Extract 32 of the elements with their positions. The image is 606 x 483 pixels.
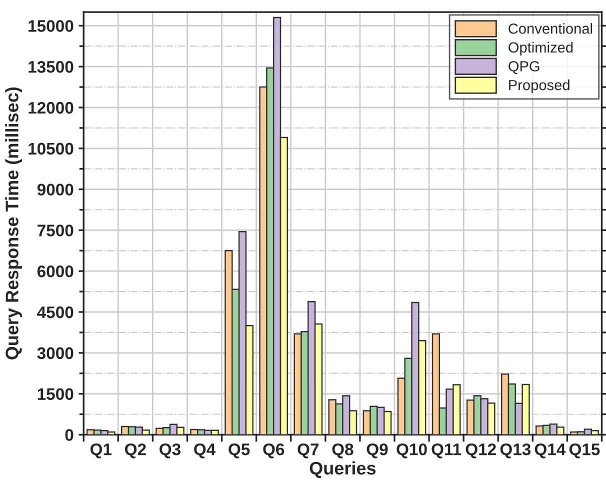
x-tick-label: Q10 [396, 443, 427, 458]
x-tick-label: Q4 [194, 443, 216, 458]
legend-label: QPG [508, 61, 540, 74]
x-tick-label: Q14 [534, 443, 566, 458]
y-tick-label: 9000 [37, 184, 74, 196]
x-tick-label: Q3 [160, 443, 180, 458]
legend-label: Conventional [508, 23, 592, 34]
x-tick-label: Q11 [432, 443, 462, 458]
x-tick-label: Q1 [90, 443, 112, 458]
legend-label: Optimized [508, 42, 573, 56]
y-tick-label: 7500 [38, 224, 74, 236]
x-tick-label: Q5 [228, 443, 250, 458]
x-tick-label: Q9 [366, 443, 388, 458]
x-tick-label: Q8 [332, 443, 354, 458]
y-tick-label: 3000 [37, 347, 74, 360]
x-tick-label: Q2 [125, 443, 146, 458]
x-tick-label: Q15 [569, 443, 600, 458]
y-tick-label: 0 [65, 429, 74, 441]
y-tick-label: 6000 [37, 266, 74, 278]
y-tick-label: 10500 [28, 142, 74, 155]
x-tick-label: Q12 [466, 443, 496, 458]
y-tick-label: 13500 [28, 61, 74, 73]
y-tick-label: 4500 [37, 306, 74, 318]
y-tick-label: 1500 [38, 388, 74, 400]
x-tick-label: Q13 [500, 443, 531, 458]
x-tick-label: Q6 [263, 443, 284, 458]
x-axis-title: Queries [310, 461, 376, 478]
y-axis-title: Query Response Time (millisec) [5, 87, 22, 360]
x-tick-label: Q7 [298, 443, 319, 458]
y-tick-label: 15000 [28, 20, 74, 32]
y-tick-label: 12000 [28, 102, 74, 114]
legend-label: Proposed [509, 80, 570, 94]
